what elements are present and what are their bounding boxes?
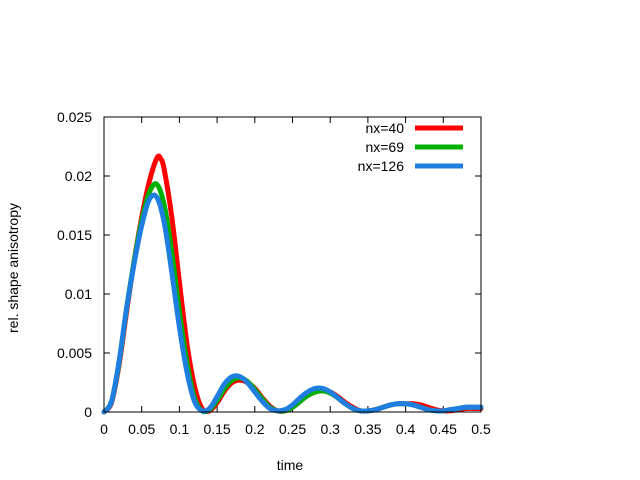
x-tick-label: 0	[100, 421, 108, 437]
series-line-2	[101, 181, 484, 415]
series-layer	[101, 153, 484, 415]
legend-label: nx=69	[365, 139, 404, 155]
x-axis-label: time	[277, 457, 304, 473]
x-tick-label: 0.2	[245, 421, 265, 437]
y-tick-label: 0.025	[57, 109, 92, 125]
x-tick-label: 0.3	[320, 421, 340, 437]
x-tick-label: 0.5	[471, 421, 491, 437]
legend-label: nx=40	[365, 120, 404, 136]
series-line-3	[101, 192, 484, 415]
x-tick-label: 0.1	[170, 421, 190, 437]
ticks-layer: 0 0.05 0.1 0.15 0.2 0.25 0.3 0.35 0.4 0.45 0.5 0 0.0…	[57, 109, 491, 437]
y-axis-label: rel. shape anisotropy	[5, 203, 21, 333]
y-tick-label: 0.005	[57, 345, 92, 361]
x-tick-label: 0.15	[203, 421, 230, 437]
plot-frame	[103, 116, 482, 413]
x-tick-label: 0.4	[396, 421, 416, 437]
y-tick-label: 0	[84, 404, 92, 420]
y-tick-label: 0.01	[65, 286, 92, 302]
y-tick-label: 0.015	[57, 227, 92, 243]
legend: nx=40 nx=69 nx=126	[358, 120, 463, 174]
y-tick-label: 0.02	[65, 168, 92, 184]
x-tick-label: 0.35	[354, 421, 381, 437]
x-tick-label: 0.05	[128, 421, 155, 437]
x-tick-label: 0.25	[279, 421, 306, 437]
legend-label: nx=126	[358, 158, 405, 174]
x-tick-label: 0.45	[430, 421, 457, 437]
